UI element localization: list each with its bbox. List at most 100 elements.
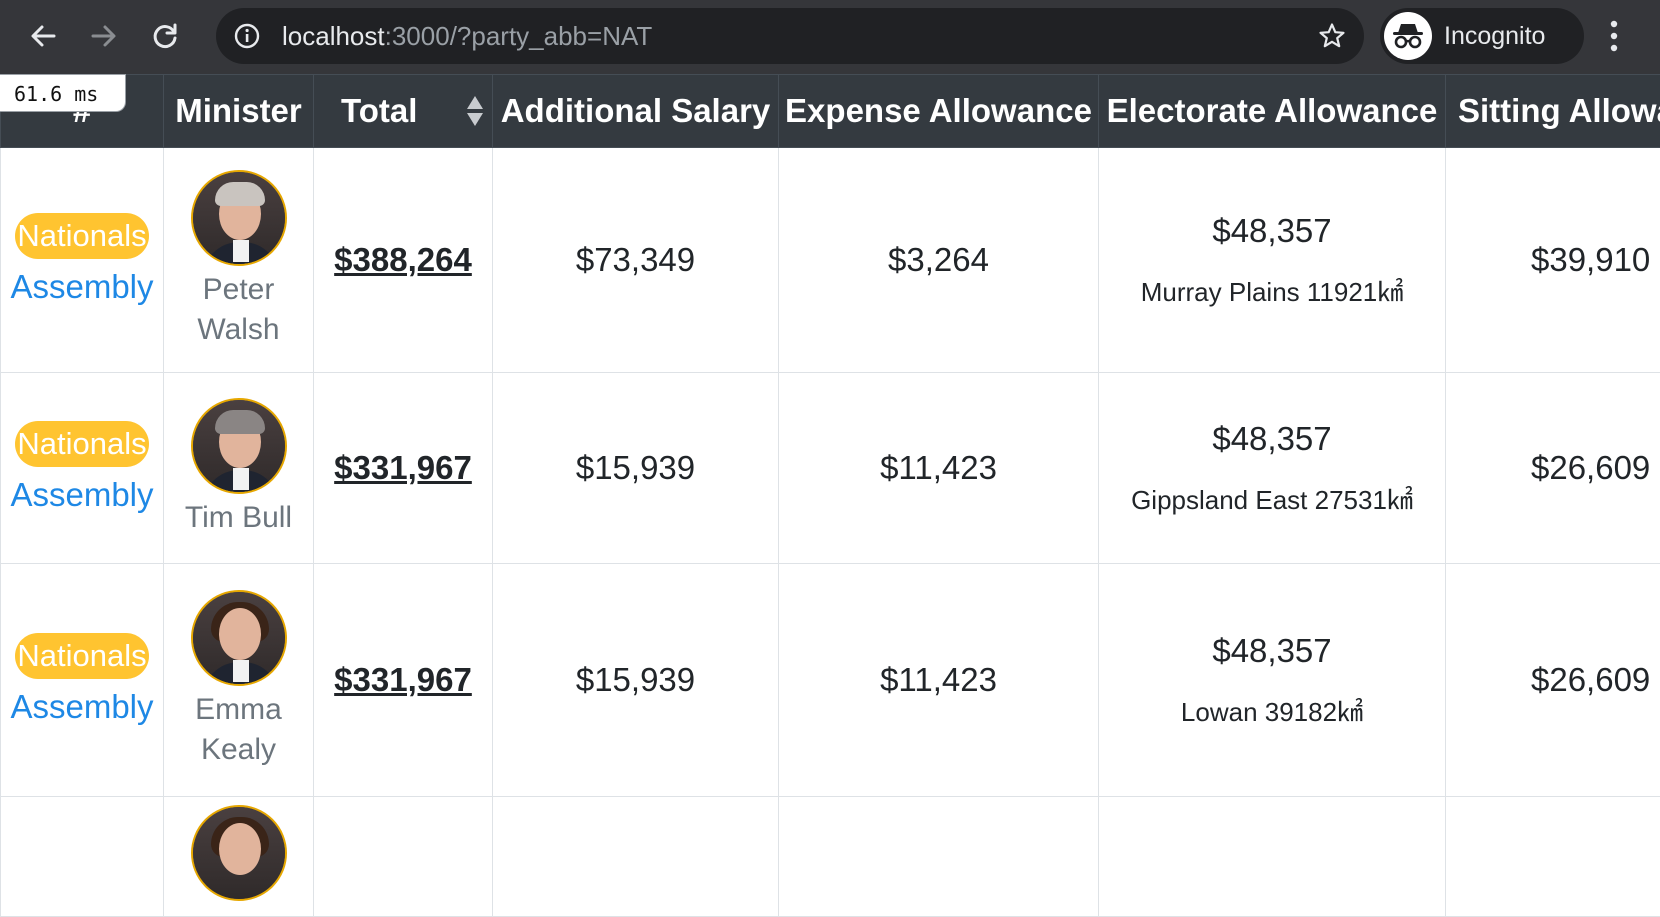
minister-name: Tim Bull [164, 498, 313, 538]
house-link[interactable]: Assembly [1, 687, 163, 727]
ministers-table: # Minister Total Additional Salary Expen… [0, 74, 1660, 917]
incognito-icon [1384, 12, 1432, 60]
additional-salary-cell [493, 797, 779, 917]
electorate-allowance-value: $48,357 [1099, 212, 1445, 250]
party-badge: Nationals [15, 213, 148, 259]
browser-menu-button[interactable] [1608, 18, 1620, 59]
minister-cell: Emma Kealy [164, 564, 314, 797]
additional-salary-value: $73,349 [576, 241, 695, 278]
minister-cell: Peter Walsh [164, 148, 314, 373]
minister-name-line1: Emma [164, 690, 313, 730]
expense-allowance-cell: $11,423 [779, 373, 1099, 564]
minister-avatar [191, 398, 287, 494]
expense-allowance-cell: $3,264 [779, 148, 1099, 373]
total-header-label: Total [341, 92, 417, 129]
minister-avatar [191, 590, 287, 686]
reload-icon [150, 21, 180, 51]
minister-name: Emma Kealy [164, 690, 313, 770]
table-row [1, 797, 1660, 917]
minister-header-label: Minister [175, 92, 302, 129]
minister-name-line2: Walsh [164, 310, 313, 350]
minister-avatar [191, 170, 287, 266]
electorate-allowance-cell [1099, 797, 1446, 917]
additional-salary-value: $15,939 [576, 449, 695, 486]
total-cell [314, 797, 493, 917]
sitting-allowance-cell: $26,609 [1446, 564, 1660, 797]
house-link[interactable]: Assembly [1, 475, 163, 515]
url-text: localhost:3000/?party_abb=NAT [282, 21, 652, 51]
additional-salary-cell: $15,939 [493, 564, 779, 797]
house-link[interactable]: Assembly [1, 267, 163, 307]
info-icon[interactable] [234, 23, 260, 54]
expense-allowance-value: $11,423 [880, 661, 997, 698]
total-link[interactable]: $388,264 [334, 241, 472, 278]
browser-toolbar: localhost:3000/?party_abb=NAT Incognito [0, 0, 1660, 74]
total-cell: $388,264 [314, 148, 493, 373]
expense-allowance-value: $3,264 [888, 241, 989, 278]
minister-cell [164, 797, 314, 917]
vertical-dots-icon [1608, 18, 1620, 54]
column-header-total[interactable]: Total [314, 75, 493, 148]
sort-icon[interactable] [466, 95, 484, 135]
table-header-row: # Minister Total Additional Salary Expen… [1, 75, 1660, 148]
expense-allowance-cell: $11,423 [779, 564, 1099, 797]
column-header-minister[interactable]: Minister [164, 75, 314, 148]
total-cell: $331,967 [314, 564, 493, 797]
render-timing-text: 61.6 ms [14, 82, 98, 106]
party-cell: Nationals Assembly [1, 373, 164, 564]
expense-allowance-header-label: Expense Allowance [785, 92, 1092, 129]
sitting-allowance-header-label: Sitting Allowa [1458, 92, 1660, 129]
sitting-allowance-cell [1446, 797, 1660, 917]
electorate-allowance-cell: $48,357 Murray Plains 11921㎢ [1099, 148, 1446, 373]
address-bar[interactable]: localhost:3000/?party_abb=NAT [216, 8, 1364, 64]
forward-button[interactable] [84, 16, 124, 56]
sitting-allowance-cell: $39,910 [1446, 148, 1660, 373]
column-header-additional-salary[interactable]: Additional Salary [493, 75, 779, 148]
url-host: localhost [282, 21, 385, 51]
incognito-label: Incognito [1444, 21, 1545, 51]
party-cell: Nationals Assembly [1, 148, 164, 373]
column-header-sitting-allowance[interactable]: Sitting Allowa [1446, 75, 1660, 148]
total-link[interactable]: $331,967 [334, 661, 472, 698]
electorate-allowance-value: $48,357 [1099, 632, 1445, 670]
arrow-left-icon [28, 21, 58, 51]
sitting-allowance-value: $26,609 [1531, 661, 1650, 698]
render-timing-badge: 61.6 ms [0, 74, 126, 112]
electorate-allowance-cell: $48,357 Gippsland East 27531㎢ [1099, 373, 1446, 564]
back-button[interactable] [23, 16, 63, 56]
sitting-allowance-value: $39,910 [1531, 241, 1650, 278]
total-cell: $331,967 [314, 373, 493, 564]
minister-cell: Tim Bull [164, 373, 314, 564]
minister-avatar [191, 805, 287, 901]
party-cell: Nationals Assembly [1, 564, 164, 797]
url-path: :3000/?party_abb=NAT [385, 21, 653, 51]
incognito-profile-button[interactable]: Incognito [1380, 8, 1584, 64]
electorate-allowance-cell: $48,357 Lowan 39182㎢ [1099, 564, 1446, 797]
electorate-allowance-value: $48,357 [1099, 420, 1445, 458]
additional-salary-value: $15,939 [576, 661, 695, 698]
party-cell [1, 797, 164, 917]
expense-allowance-cell [779, 797, 1099, 917]
sitting-allowance-value: $26,609 [1531, 449, 1650, 486]
minister-name-line1: Peter [164, 270, 313, 310]
expense-allowance-value: $11,423 [880, 449, 997, 486]
additional-salary-header-label: Additional Salary [501, 92, 771, 129]
column-header-expense-allowance[interactable]: Expense Allowance [779, 75, 1099, 148]
column-header-electorate-allowance[interactable]: Electorate Allowance [1099, 75, 1446, 148]
table-row: Nationals Assembly Emma Kealy $331,967 $… [1, 564, 1660, 797]
minister-name: Peter Walsh [164, 270, 313, 350]
sitting-allowance-cell: $26,609 [1446, 373, 1660, 564]
additional-salary-cell: $73,349 [493, 148, 779, 373]
minister-name-line1: Tim Bull [164, 498, 313, 538]
table-row: Nationals Assembly Tim Bull $331,967 $15… [1, 373, 1660, 564]
party-badge: Nationals [15, 633, 148, 679]
electorate-name: Lowan 39182㎢ [1099, 692, 1445, 729]
electorate-name: Gippsland East 27531㎢ [1099, 480, 1445, 517]
bookmark-star-icon[interactable] [1318, 22, 1346, 55]
total-link[interactable]: $331,967 [334, 449, 472, 486]
party-badge: Nationals [15, 421, 148, 467]
table-row: Nationals Assembly Peter Walsh $388,264 … [1, 148, 1660, 373]
minister-name-line2: Kealy [164, 730, 313, 770]
reload-button[interactable] [145, 16, 185, 56]
arrow-right-icon [89, 21, 119, 51]
